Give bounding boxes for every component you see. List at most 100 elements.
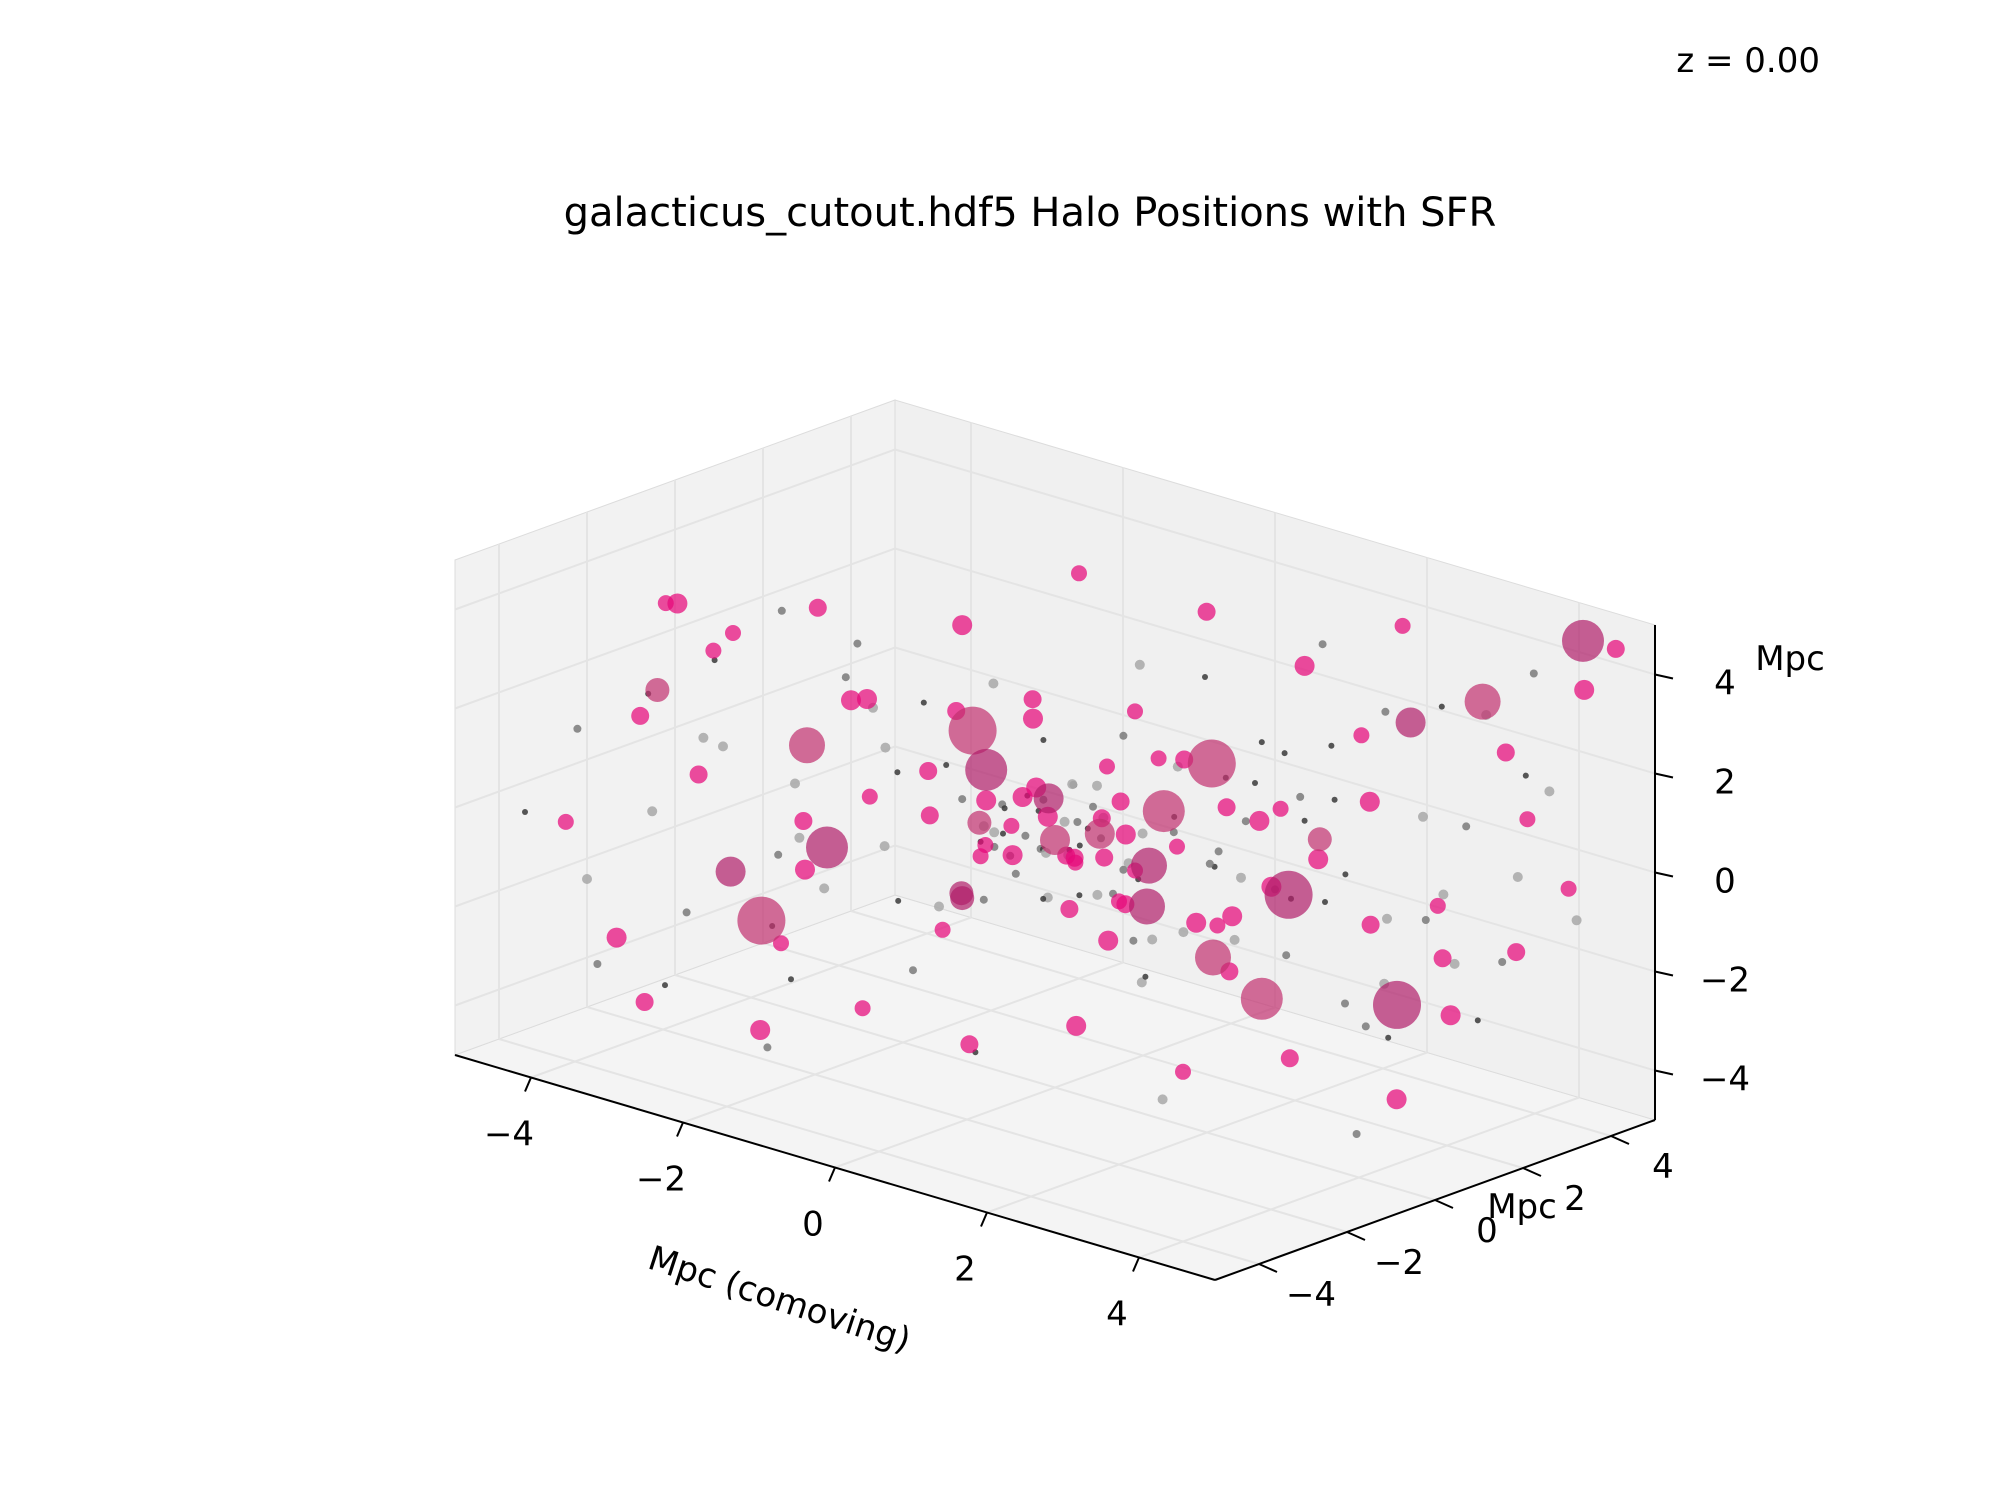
halo-point [774, 850, 783, 859]
sfr-point [1519, 811, 1536, 828]
sfr-point [667, 593, 688, 614]
sfr-point [1150, 750, 1167, 767]
sfr-point [1060, 900, 1079, 918]
sfr-point [861, 788, 878, 805]
sfr-point [657, 595, 674, 612]
z-tick-label: 4 [1714, 664, 1736, 704]
sfr-point [857, 689, 877, 709]
sfr-point [1264, 870, 1313, 919]
sfr-point [1308, 849, 1329, 870]
halo-point [662, 982, 668, 989]
halo-point [853, 639, 862, 648]
halo-point [1522, 772, 1529, 779]
y-tick [1346, 1231, 1366, 1241]
halo-point [790, 778, 800, 789]
x-tick-label: 2 [954, 1250, 976, 1290]
halo-point [1382, 913, 1392, 924]
sfr-point [1127, 703, 1143, 720]
sfr-point [960, 1035, 979, 1054]
sfr-point [1115, 824, 1136, 845]
sfr-point [948, 706, 997, 755]
sfr-point [1002, 845, 1023, 866]
sfr-point [808, 598, 827, 617]
sfr-point [1294, 655, 1315, 676]
halo-point [1059, 816, 1070, 827]
halo-point [1136, 977, 1147, 988]
halo-point [1449, 958, 1460, 969]
grid-line [454, 448, 896, 611]
z-tick-label: −2 [1700, 961, 1750, 1001]
grid-line [1138, 1096, 1580, 1259]
x-tick [676, 1122, 684, 1137]
halo-point [1418, 811, 1428, 822]
halo-point [1229, 934, 1240, 945]
y-tick-label: 4 [1652, 1147, 1674, 1187]
sfr-point [949, 881, 974, 906]
sfr-point [1373, 980, 1421, 1029]
sfr-point [1209, 917, 1226, 934]
halo-point [943, 762, 950, 768]
halo-point [958, 795, 967, 804]
halo-point [894, 769, 901, 776]
sfr-point [1098, 930, 1119, 951]
halo-point [1341, 999, 1349, 1008]
sfr-point [750, 1020, 771, 1040]
sfr-point [1099, 758, 1115, 775]
sfr-point [1386, 1089, 1407, 1110]
sfr-point [1071, 565, 1087, 582]
halo-point [1001, 805, 1008, 812]
sfr-point [1574, 679, 1595, 700]
halo-point [1021, 831, 1030, 840]
grid-line [894, 448, 1656, 676]
halo-point [1438, 703, 1445, 710]
grid-line [762, 942, 1524, 1169]
halo-point [880, 742, 891, 753]
z-tick [1654, 673, 1674, 680]
halo-point [647, 806, 658, 817]
sfr-point [1023, 708, 1043, 729]
sfr-point [689, 765, 708, 784]
halo-point [1342, 871, 1349, 878]
halo-point [1512, 872, 1523, 882]
halo-point [1089, 802, 1097, 811]
sfr-point [977, 837, 994, 853]
z-tick [1654, 871, 1674, 878]
sfr-point [1394, 617, 1411, 634]
grid-line [986, 1051, 1428, 1214]
halo-point [1498, 958, 1507, 966]
sfr-point [806, 826, 848, 869]
grid-line [674, 974, 1436, 1201]
halo-point [1073, 818, 1082, 826]
y-axis-label: Mpc [1487, 1187, 1557, 1227]
sfr-point [1111, 792, 1130, 811]
sfr-point [1084, 818, 1115, 849]
sfr-point [1142, 790, 1185, 833]
halo-point [1529, 669, 1538, 678]
y-tick-label: 0 [1476, 1211, 1498, 1251]
halo-point [1462, 822, 1471, 831]
sfr-point [1440, 1005, 1461, 1026]
z-tick [1654, 1069, 1674, 1076]
halo-point [1381, 707, 1390, 716]
halo-point [1119, 731, 1128, 740]
x-tick-label: −4 [484, 1115, 534, 1155]
halo-point [1092, 780, 1102, 791]
halo-point [1119, 865, 1128, 874]
sfr-point [645, 678, 670, 702]
sfr-point [1187, 739, 1236, 788]
halo-point [698, 732, 709, 743]
sfr-point [1003, 817, 1020, 834]
sfr-point [1395, 707, 1426, 738]
sfr-point [1507, 943, 1526, 962]
y-tick-label: −2 [1374, 1243, 1424, 1283]
halo-point [1421, 916, 1430, 924]
sfr-point [1240, 977, 1283, 1020]
halo-point [1352, 1130, 1361, 1138]
sfr-point [737, 896, 786, 945]
sfr-point [1464, 683, 1501, 720]
halo-point [1040, 895, 1047, 902]
sfr-point [1095, 848, 1114, 867]
sfr-point [1280, 1049, 1299, 1068]
sfr-point [1433, 949, 1452, 968]
